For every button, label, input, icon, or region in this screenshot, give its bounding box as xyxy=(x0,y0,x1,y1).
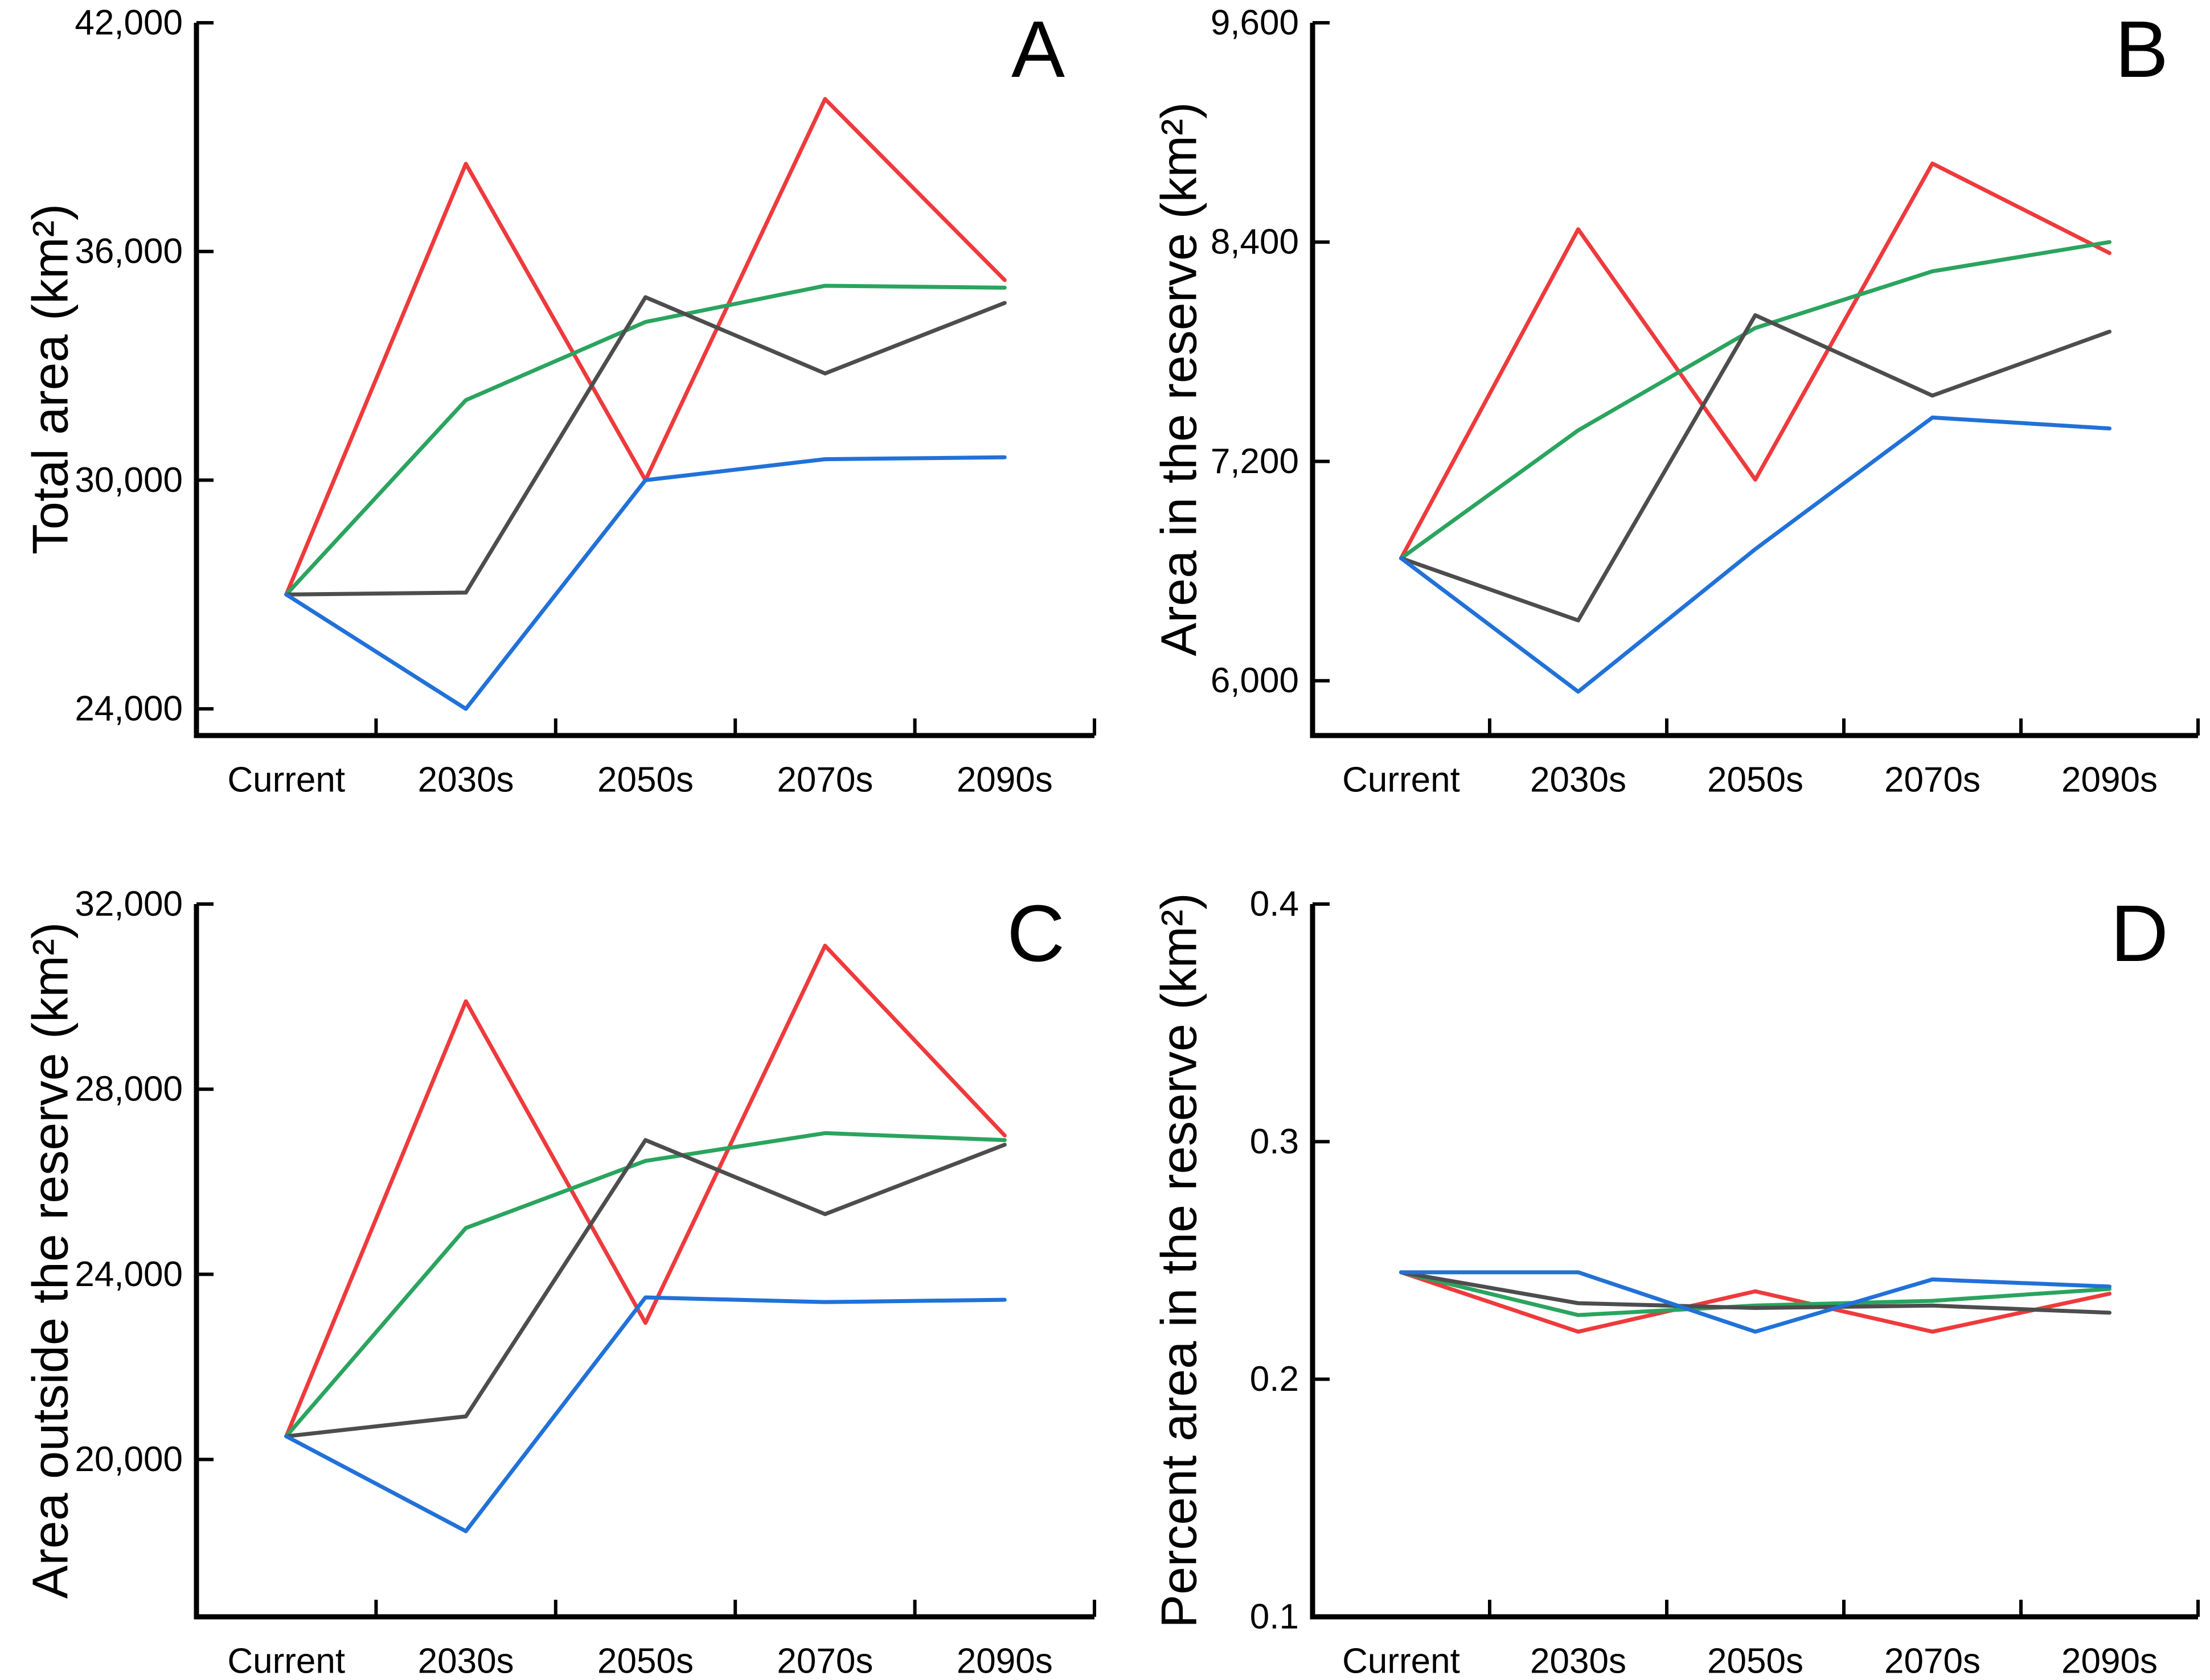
panel-d-y-tick-label-3: 0.4 xyxy=(1250,885,1299,924)
panel-b-chart: 6,000 7,200 8,400 9,600 Current 2030s 2050s 207… xyxy=(1151,3,2200,800)
panel-b-series-blue-line xyxy=(1399,415,2111,694)
panel-c-axes xyxy=(194,904,1094,1620)
panel-c-series-blue-line xyxy=(284,1295,1007,1534)
panel-c-series-green-line xyxy=(284,1131,1007,1439)
panel-d-x-label-2070s: 2070s xyxy=(1884,1642,1981,1680)
panel-d-x-label-2090s: 2090s xyxy=(2061,1642,2158,1680)
panel-c-y-tick-label-2: 28,000 xyxy=(75,1070,183,1109)
panel-b-x-label-2050s: 2050s xyxy=(1707,761,1803,800)
panel-d-y-tick-label-1: 0.2 xyxy=(1250,1359,1299,1399)
panel-b-y-tick-label-2: 8,400 xyxy=(1211,223,1299,262)
panel-b-series-gray-line xyxy=(1399,313,2111,623)
panel-a-chart: 24,000 30,000 36,000 42,000 Current 2030s 2050… xyxy=(22,3,1096,800)
panel-a-y-tick-label-3: 42,000 xyxy=(75,3,183,43)
panel-a-y-tick-label-2: 36,000 xyxy=(75,232,183,271)
panel-d-series-gray-line xyxy=(1399,1270,2111,1315)
panel-b-y-tick-label-0: 6,000 xyxy=(1211,661,1299,700)
panel-a-x-label-2050s: 2050s xyxy=(597,761,694,800)
panel-a-x-label-2070s: 2070s xyxy=(777,761,873,800)
panel-c-y-axis-title: Area outside the reserve (km²) xyxy=(22,922,79,1599)
panel-d-axes xyxy=(1310,904,2198,1620)
panel-a-axes xyxy=(194,23,1094,738)
panel-d-chart: 0.1 0.2 0.3 0.4 Current 2030s 2050s 2070s 2090s P… xyxy=(1151,885,2200,1680)
panel-b-y-tick-label-3: 9,600 xyxy=(1211,3,1299,43)
panel-d-series-green-line xyxy=(1399,1270,2111,1317)
panel-c-series-gray-line xyxy=(284,1138,1007,1439)
panel-a-series-gray-line xyxy=(284,295,1007,597)
panel-d-x-label-current: Current xyxy=(1342,1642,1460,1680)
panel-a-x-label-current: Current xyxy=(227,761,345,800)
panel-c-y-tick-label-3: 32,000 xyxy=(75,885,183,924)
panel-a-series-green-line xyxy=(284,284,1007,597)
panel-c-x-label-current: Current xyxy=(227,1642,345,1680)
panel-b-x-label-2030s: 2030s xyxy=(1530,761,1626,800)
panel-c-x-label-2050s: 2050s xyxy=(597,1642,694,1680)
panel-d-y-axis-title: Percent area in the reserve (km²) xyxy=(1151,893,1207,1628)
panel-d-y-tick-label-2: 0.3 xyxy=(1250,1122,1299,1161)
panel-c-chart: 20,000 24,000 28,000 32,000 Current 2030s 2050… xyxy=(22,885,1096,1680)
panel-c-y-tick-label-0: 20,000 xyxy=(75,1440,183,1479)
panel-c-y-tick-label-1: 24,000 xyxy=(75,1255,183,1294)
panel-b-x-label-current: Current xyxy=(1342,761,1460,800)
panel-d-series-red-line xyxy=(1399,1270,2111,1334)
panel-c-series-red-line xyxy=(284,943,1007,1439)
panel-a-letter: A xyxy=(1011,4,1065,94)
panel-d-x-label-2030s: 2030s xyxy=(1530,1642,1626,1680)
panel-a-y-axis-title: Total area (km²) xyxy=(22,204,79,554)
panel-d-series-blue-line xyxy=(1399,1270,2111,1334)
panel-c-x-label-2090s: 2090s xyxy=(957,1642,1053,1680)
panel-b-letter: B xyxy=(2115,4,2168,94)
panel-d-letter: D xyxy=(2110,888,2168,978)
panel-d-y-tick-label-0: 0.1 xyxy=(1250,1597,1299,1637)
panel-b-series-red-line xyxy=(1399,161,2111,561)
panel-a-series-blue-line xyxy=(284,455,1007,711)
panel-b-x-label-2090s: 2090s xyxy=(2061,761,2158,800)
panel-b-axes xyxy=(1310,23,2198,738)
panel-c-x-label-2030s: 2030s xyxy=(418,1642,514,1680)
panel-a-y-tick-label-0: 24,000 xyxy=(75,689,183,729)
panel-a-y-tick-label-1: 30,000 xyxy=(75,461,183,500)
panel-c-x-label-2070s: 2070s xyxy=(777,1642,873,1680)
panel-b-x-label-2070s: 2070s xyxy=(1884,761,1981,800)
panel-a-x-label-2090s: 2090s xyxy=(957,761,1053,800)
panel-b-series-green-line xyxy=(1399,240,2111,561)
panel-c-letter: C xyxy=(1007,888,1065,978)
panel-b-y-axis-title: Area in the reserve (km²) xyxy=(1151,102,1207,656)
panel-a-x-label-2030s: 2030s xyxy=(418,761,514,800)
panel-b-y-tick-label-1: 7,200 xyxy=(1211,442,1299,481)
panel-d-x-label-2050s: 2050s xyxy=(1707,1642,1803,1680)
